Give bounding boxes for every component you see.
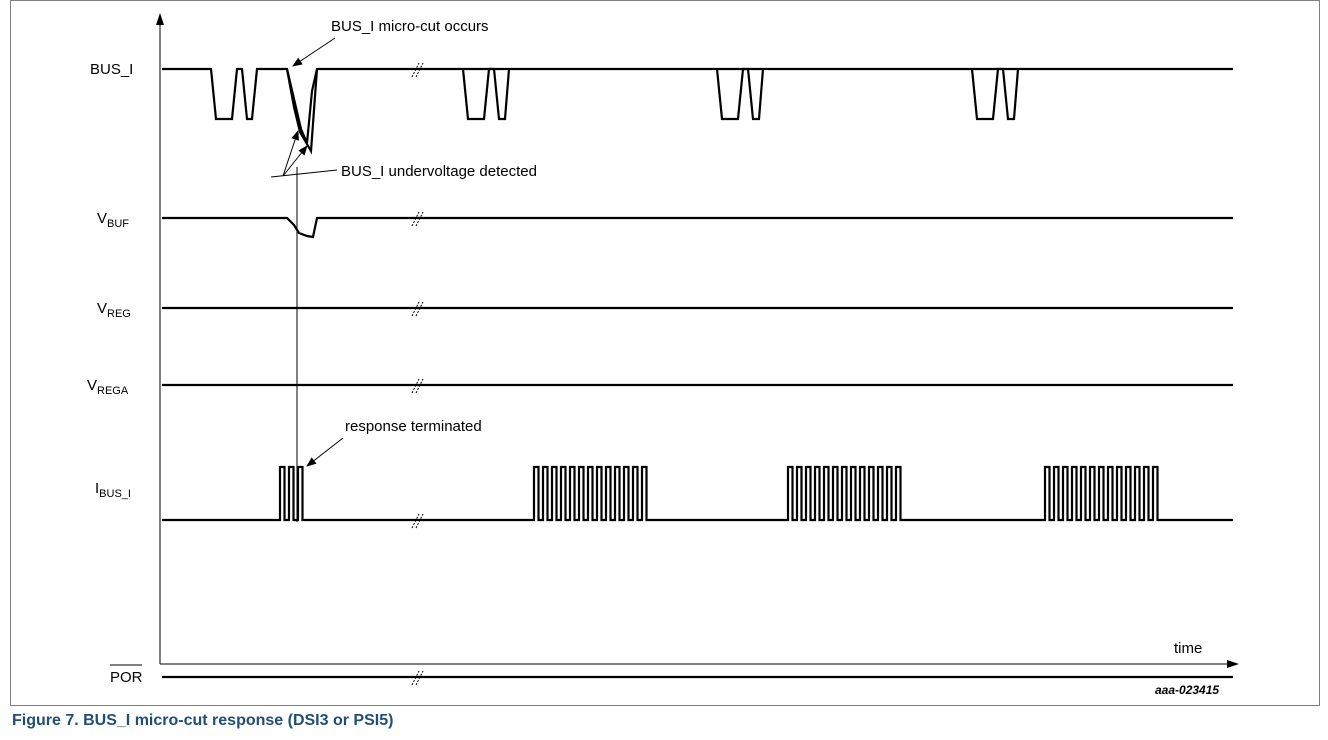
figure-frame: BUS_I VBUF VREG VREGA IBUS_I POR bbox=[10, 0, 1320, 706]
label-ibus: IBUS_I bbox=[95, 480, 131, 500]
label-vbuf: VBUF bbox=[97, 210, 129, 230]
arrow-undervoltage-leader bbox=[270, 169, 338, 178]
arrow-microcut bbox=[292, 37, 336, 67]
label-por: POR bbox=[110, 669, 143, 686]
figure-caption: Figure 7. BUS_I micro-cut response (DSI3… bbox=[12, 712, 394, 729]
wave-bus-i-pulses-2 bbox=[461, 67, 511, 121]
label-bus-i: BUS_I bbox=[90, 61, 133, 78]
break-marks bbox=[411, 62, 424, 686]
wave-bus-i-pulses-3 bbox=[715, 67, 765, 121]
figure-id: aaa-023415 bbox=[1155, 683, 1219, 697]
label-vreg: VREG bbox=[97, 300, 131, 320]
annotation-undervoltage: BUS_I undervoltage detected bbox=[341, 163, 537, 180]
timing-diagram: BUS_I VBUF VREG VREGA IBUS_I POR bbox=[87, 13, 1239, 697]
arrow-undervoltage-1 bbox=[282, 130, 299, 177]
wave-bus-i bbox=[162, 67, 1233, 144]
y-axis-arrow bbox=[156, 13, 164, 25]
wave-bus-i-pulses-4 bbox=[970, 67, 1020, 121]
wave-bus-i-micro bbox=[285, 68, 319, 155]
annotation-terminated: response terminated bbox=[345, 418, 482, 435]
x-axis-arrow bbox=[1227, 660, 1239, 668]
label-vrega: VREGA bbox=[87, 377, 129, 397]
wave-vbuf bbox=[162, 216, 1233, 239]
annotation-microcut: BUS_I micro-cut occurs bbox=[331, 18, 489, 35]
wave-ibus bbox=[162, 465, 1233, 522]
x-axis-label: time bbox=[1174, 640, 1202, 657]
arrow-undervoltage-2 bbox=[282, 145, 308, 177]
arrow-terminated bbox=[306, 437, 344, 467]
